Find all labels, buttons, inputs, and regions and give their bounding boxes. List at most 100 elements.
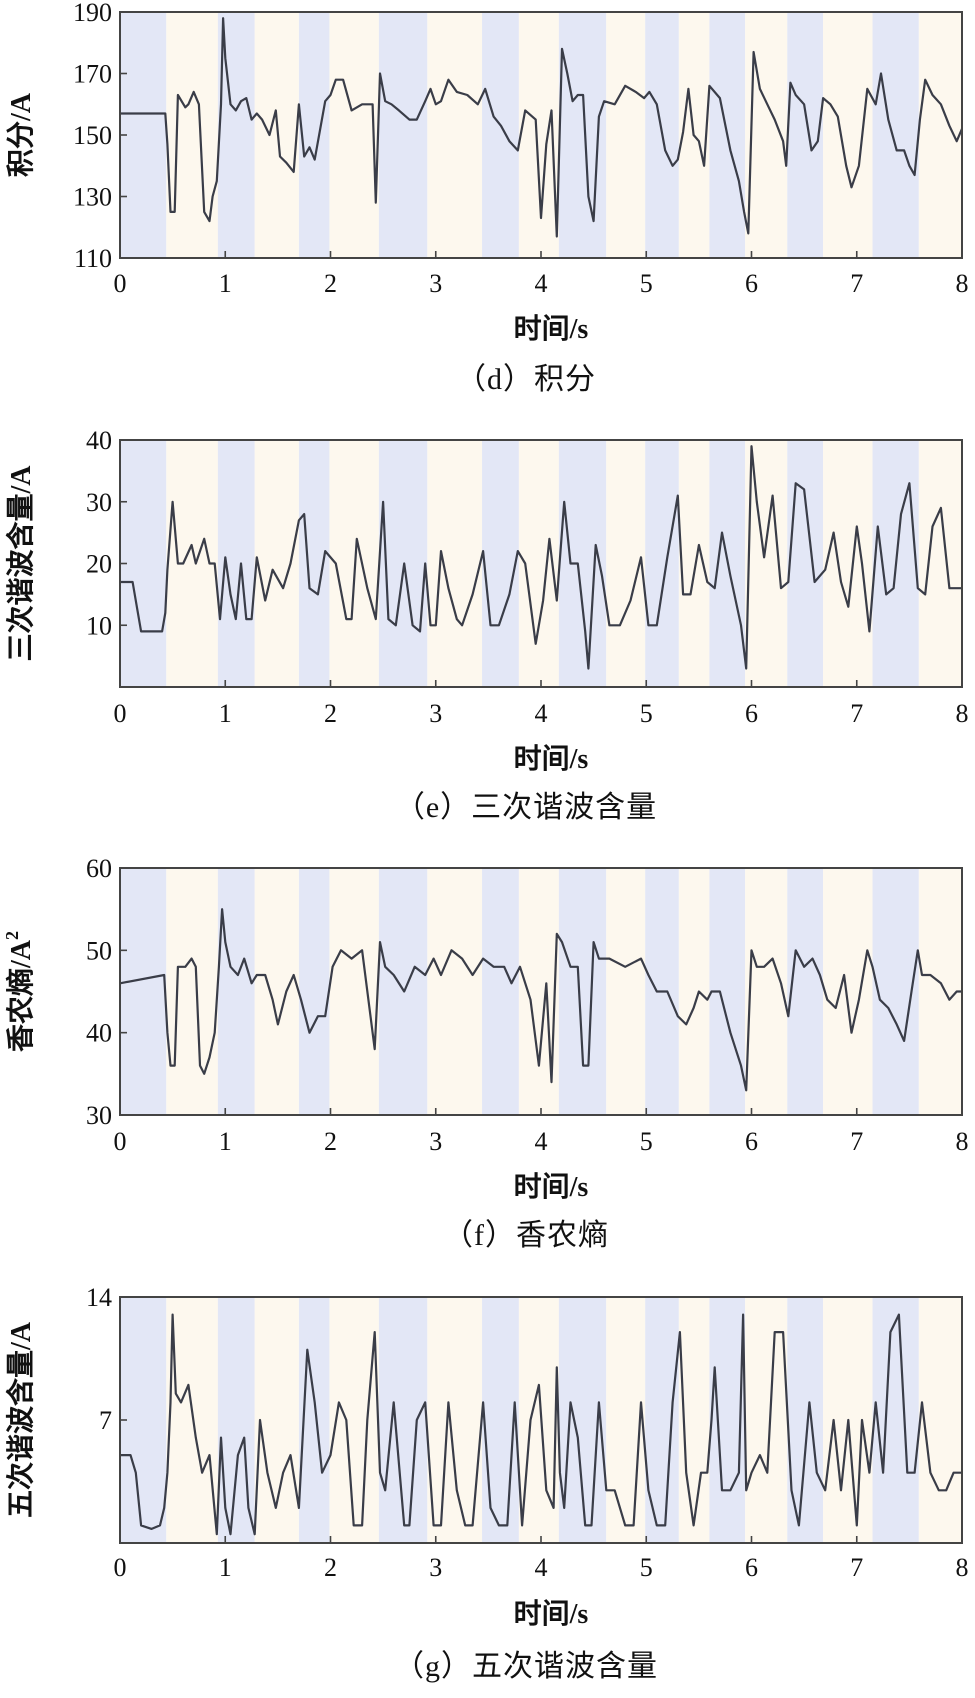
x-axis-title: 时间/s: [514, 1171, 589, 1203]
y-axis-title-superscript: 2: [2, 931, 22, 940]
x-tick-label: 3: [429, 699, 442, 728]
background-band: [329, 12, 379, 258]
x-tick-label: 1: [219, 1553, 232, 1582]
background-band: [298, 440, 330, 687]
background-band: [823, 440, 873, 687]
background-band: [678, 440, 710, 687]
x-tick-label: 8: [956, 269, 969, 298]
panel-caption: （e）三次谐波含量: [395, 791, 657, 824]
background-band: [427, 440, 483, 687]
y-tick-label: 60: [86, 854, 112, 883]
x-axis-title: 时间/s: [514, 743, 589, 775]
background-band: [166, 1297, 218, 1543]
background-band: [427, 1297, 483, 1543]
x-tick-label: 6: [745, 1127, 758, 1156]
background-band: [254, 12, 299, 258]
x-tick-label: 1: [219, 269, 232, 298]
background-band: [823, 12, 873, 258]
x-tick-label: 2: [324, 699, 337, 728]
y-tick-label: 50: [86, 936, 112, 965]
x-tick-label: 4: [535, 1127, 548, 1156]
series-line: [120, 1313, 962, 1536]
series-line: [119, 908, 962, 1092]
y-tick-label: 40: [86, 1019, 112, 1048]
chart-panel-0: 0 1 2 3 4 5 6 7 8 110 130 150 170 190 时间/s 积分/A （d）积分: [5, 0, 969, 396]
background-band: [254, 440, 299, 687]
background-band: [518, 868, 559, 1115]
y-axis-title: 香农熵/A2: [2, 931, 37, 1052]
background-band: [558, 12, 607, 258]
background-band: [482, 12, 519, 258]
background-band: [918, 12, 962, 258]
background-band: [678, 868, 710, 1115]
background-band: [378, 12, 428, 258]
x-tick-label: 3: [429, 269, 442, 298]
x-tick-label: 3: [429, 1553, 442, 1582]
x-axis-title: 时间/s: [514, 1598, 589, 1630]
x-tick-label: 2: [324, 269, 337, 298]
x-tick-label: 8: [956, 1553, 969, 1582]
x-tick-label: 5: [640, 1127, 653, 1156]
x-tick-label: 0: [114, 1127, 127, 1156]
y-tick-label: 30: [86, 1101, 112, 1130]
background-band: [482, 868, 519, 1115]
series-line: [120, 445, 962, 670]
x-tick-label: 8: [956, 1127, 969, 1156]
background-band: [918, 440, 962, 687]
background-band: [558, 868, 607, 1115]
background-band: [298, 868, 330, 1115]
x-tick-label: 2: [324, 1127, 337, 1156]
y-tick-label: 170: [73, 60, 112, 89]
x-tick-label: 0: [114, 269, 127, 298]
x-tick-label: 4: [535, 269, 548, 298]
x-tick-label: 6: [745, 269, 758, 298]
background-band: [787, 868, 824, 1115]
x-tick-label: 7: [850, 1553, 863, 1582]
background-band: [787, 12, 824, 258]
y-tick-label: 14: [86, 1283, 112, 1312]
x-tick-label: 5: [640, 269, 653, 298]
y-tick-label: 190: [73, 0, 112, 27]
background-band: [787, 440, 824, 687]
x-tick-label: 6: [745, 699, 758, 728]
x-axis-title: 时间/s: [514, 313, 589, 345]
y-tick-label: 20: [86, 550, 112, 579]
x-tick-label: 4: [535, 1553, 548, 1582]
x-tick-label: 2: [324, 1553, 337, 1582]
x-tick-label: 5: [640, 1553, 653, 1582]
background-band: [745, 440, 788, 687]
x-tick-label: 7: [850, 699, 863, 728]
background-band: [606, 868, 646, 1115]
background-band: [298, 12, 330, 258]
y-axis-title: 三次谐波含量/A: [4, 465, 37, 662]
background-band: [745, 1297, 788, 1543]
x-tick-label: 8: [956, 699, 969, 728]
y-tick-label: 110: [74, 244, 112, 273]
y-tick-label: 10: [86, 611, 112, 640]
background-band: [606, 1297, 646, 1543]
background-band: [329, 868, 379, 1115]
background-band: [427, 868, 483, 1115]
background-band: [918, 868, 962, 1115]
y-tick-label: 7: [99, 1406, 112, 1435]
y-axis-title: 积分/A: [5, 92, 37, 177]
background-band: [482, 440, 519, 687]
background-band: [217, 868, 255, 1115]
background-band: [872, 1297, 919, 1543]
x-tick-label: 0: [114, 699, 127, 728]
background-band: [787, 1297, 824, 1543]
x-tick-label: 6: [745, 1553, 758, 1582]
y-tick-label: 130: [73, 183, 112, 212]
y-tick-label: 40: [86, 426, 112, 455]
panel-caption: （g）五次谐波含量: [394, 1650, 658, 1683]
chart-panel-1: 0 1 2 3 4 5 6 7 8 10 20 30 40 时间/s 三次谐波含量/A （e）三次谐波含量: [4, 426, 969, 824]
background-band: [427, 12, 483, 258]
y-tick-label: 150: [73, 121, 112, 150]
y-axis-title: 五次谐波含量/A: [4, 1321, 37, 1518]
x-tick-label: 1: [219, 1127, 232, 1156]
background-band: [823, 868, 873, 1115]
panel-caption: （f）香农熵: [443, 1219, 609, 1252]
chart-panel-3: 0 1 2 3 4 5 6 7 8 7 14 时间/s 五次谐波含量/A （g）五次谐波含量: [4, 1283, 969, 1683]
